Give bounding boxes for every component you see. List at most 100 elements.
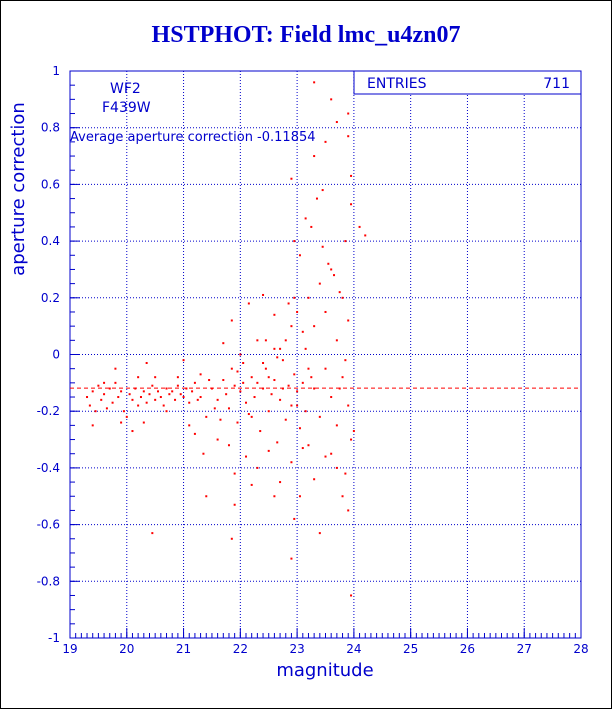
x-tick-label: 20 xyxy=(119,642,134,656)
data-point xyxy=(151,532,154,535)
data-point xyxy=(145,362,148,365)
data-point xyxy=(324,367,327,370)
data-point xyxy=(256,466,259,469)
data-point xyxy=(301,447,304,450)
data-point xyxy=(298,254,301,257)
data-point xyxy=(330,268,333,271)
data-point xyxy=(273,313,276,316)
data-point xyxy=(341,296,344,299)
y-tick-label: -0.4 xyxy=(37,461,60,475)
data-point xyxy=(264,339,267,342)
data-point xyxy=(176,384,179,387)
y-tick-label: 0.6 xyxy=(41,177,60,191)
data-point xyxy=(103,381,106,384)
data-point xyxy=(290,557,293,560)
y-tick-label: 1 xyxy=(52,64,60,78)
data-point xyxy=(191,390,194,393)
data-point xyxy=(350,594,353,597)
data-point xyxy=(247,413,250,416)
y-tick-label: 0.2 xyxy=(41,291,60,305)
data-point xyxy=(330,396,333,399)
data-point xyxy=(341,495,344,498)
data-point xyxy=(313,325,316,328)
data-point xyxy=(352,430,355,433)
data-point xyxy=(196,398,199,401)
data-point xyxy=(233,503,236,506)
data-point xyxy=(270,393,273,396)
data-point xyxy=(227,407,230,410)
data-point xyxy=(313,387,316,390)
data-point xyxy=(94,410,97,413)
data-point xyxy=(154,398,157,401)
data-point xyxy=(307,444,310,447)
data-point xyxy=(250,415,253,418)
data-point xyxy=(313,81,316,84)
data-point xyxy=(91,390,94,393)
data-point xyxy=(330,98,333,101)
data-point xyxy=(239,390,242,393)
data-point xyxy=(230,367,233,370)
data-point xyxy=(350,203,353,206)
y-tick-label: -0.6 xyxy=(37,518,60,532)
data-point xyxy=(256,381,259,384)
data-point xyxy=(182,396,185,399)
data-point xyxy=(330,452,333,455)
x-tick-label: 26 xyxy=(460,642,475,656)
data-point xyxy=(151,384,154,387)
x-axis-label: magnitude xyxy=(276,660,373,681)
data-point xyxy=(327,262,330,265)
y-tick-label: -0.8 xyxy=(37,574,60,588)
data-point xyxy=(205,415,208,418)
data-point xyxy=(236,370,239,373)
data-point xyxy=(250,376,253,379)
data-point xyxy=(91,424,94,427)
data-point xyxy=(210,387,213,390)
x-tick-label: 19 xyxy=(62,642,77,656)
data-point xyxy=(304,410,307,413)
data-point xyxy=(176,376,179,379)
data-point xyxy=(230,537,233,540)
data-point xyxy=(344,240,347,243)
data-point xyxy=(188,424,191,427)
data-point xyxy=(120,390,123,393)
data-point xyxy=(222,379,225,382)
data-point xyxy=(290,461,293,464)
data-point xyxy=(347,509,350,512)
data-point xyxy=(298,427,301,430)
data-point xyxy=(103,393,106,396)
data-point xyxy=(182,359,185,362)
data-point xyxy=(253,396,256,399)
x-tick-label: 22 xyxy=(233,642,248,656)
data-point xyxy=(364,234,367,237)
data-point xyxy=(159,396,162,399)
data-point xyxy=(239,353,242,356)
data-point xyxy=(262,293,265,296)
camera-label: WF2 xyxy=(110,81,141,97)
data-point xyxy=(318,415,321,418)
data-point xyxy=(213,407,216,410)
data-point xyxy=(245,455,248,458)
data-point xyxy=(233,472,236,475)
data-point xyxy=(97,384,100,387)
x-tick-label: 27 xyxy=(517,642,532,656)
data-point xyxy=(134,387,137,390)
data-point xyxy=(262,387,265,390)
data-point xyxy=(290,177,293,180)
data-point xyxy=(279,481,282,484)
data-point xyxy=(179,393,182,396)
data-point xyxy=(236,421,239,424)
data-point xyxy=(125,415,128,418)
data-point xyxy=(162,404,165,407)
data-point xyxy=(108,387,111,390)
data-point xyxy=(114,367,117,370)
data-point xyxy=(338,291,341,294)
data-point xyxy=(148,393,151,396)
data-point xyxy=(301,330,304,333)
data-point xyxy=(276,356,279,359)
data-point xyxy=(137,376,140,379)
data-point xyxy=(335,339,338,342)
data-point xyxy=(321,189,324,192)
data-point xyxy=(358,225,361,228)
data-point xyxy=(293,517,296,520)
data-point xyxy=(296,404,299,407)
